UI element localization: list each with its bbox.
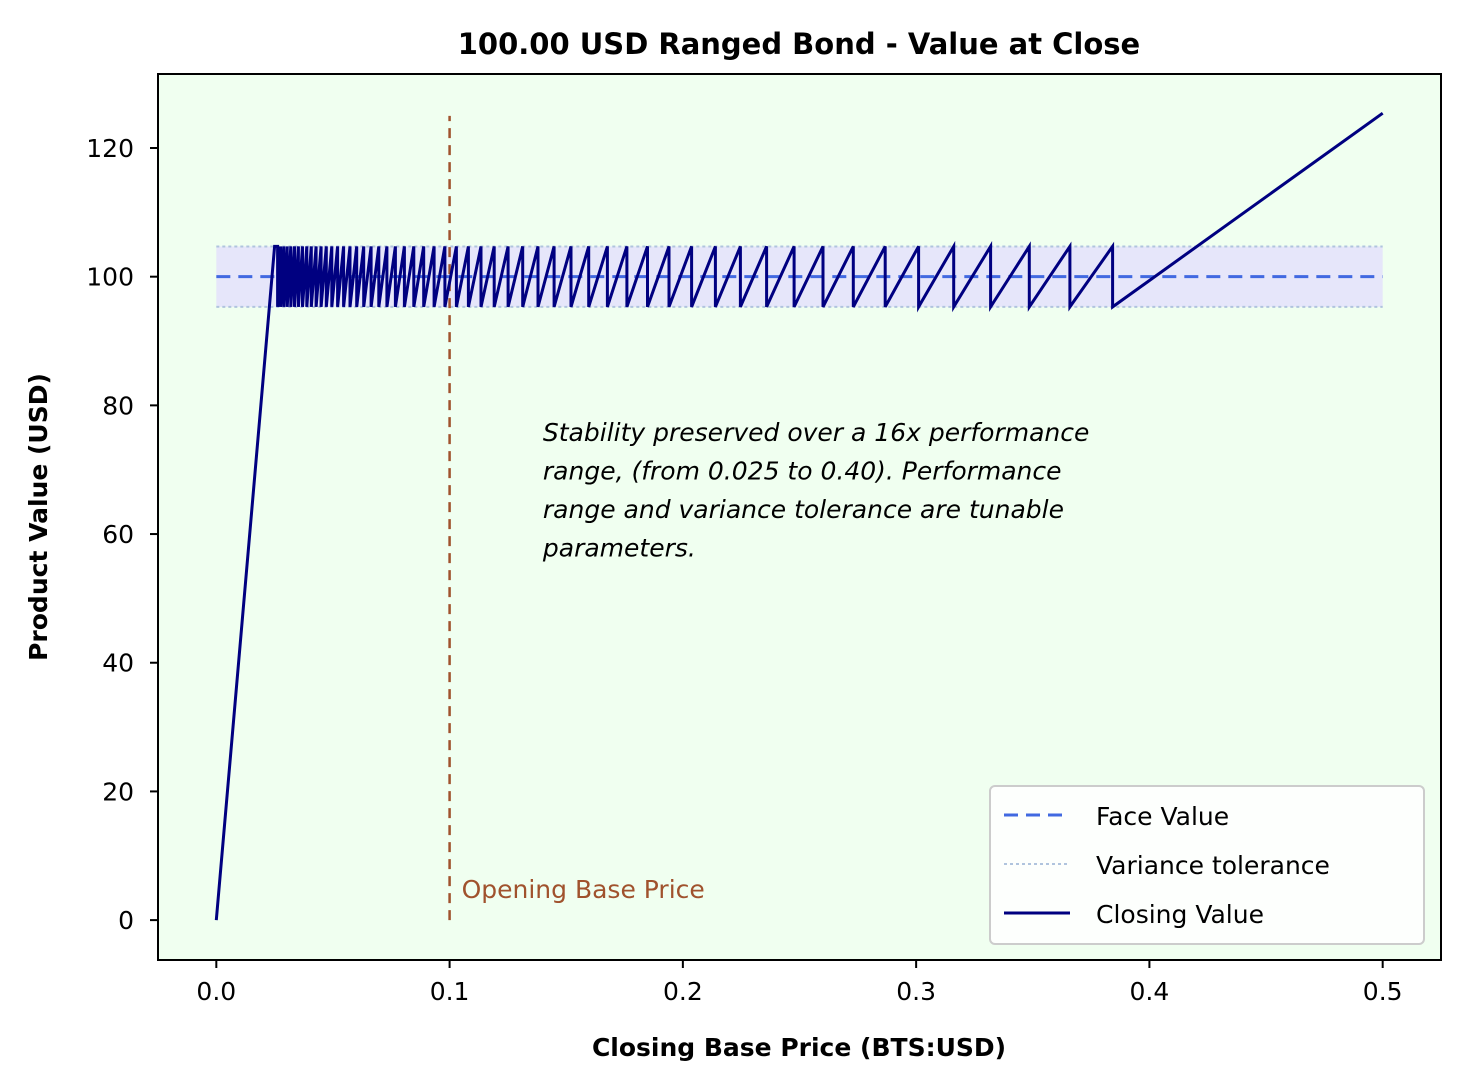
- x-axis-title: Closing Base Price (BTS:USD): [592, 1033, 1006, 1062]
- x-tick-label: 0.0: [196, 977, 236, 1006]
- annotation-line-3: range and variance tolerance are tunable: [543, 495, 1064, 524]
- y-tick-label: 0: [118, 906, 134, 935]
- x-axis-ticks: 0.0 0.1 0.2 0.3 0.4 0.5: [196, 960, 1403, 1006]
- y-tick-label: 60: [102, 520, 134, 549]
- legend-box: [989, 785, 1425, 945]
- y-tick-label: 40: [102, 649, 134, 678]
- legend-label-face-value: Face Value: [1096, 802, 1229, 831]
- x-tick-label: 0.1: [430, 977, 470, 1006]
- annotation-line-4: parameters.: [542, 533, 696, 562]
- legend-label-closing-value: Closing Value: [1096, 900, 1264, 929]
- x-tick-label: 0.5: [1363, 977, 1403, 1006]
- chart-title: 100.00 USD Ranged Bond - Value at Close: [458, 27, 1140, 61]
- annotation-text: Stability preserved over a 16x performan…: [542, 418, 1097, 562]
- opening-base-price-label: Opening Base Price: [462, 875, 705, 904]
- annotation-line-1: Stability preserved over a 16x performan…: [543, 418, 1090, 447]
- x-tick-label: 0.2: [663, 977, 703, 1006]
- x-tick-label: 0.4: [1130, 977, 1170, 1006]
- y-axis-ticks: 0 20 40 60 80 100 120: [86, 134, 158, 935]
- y-axis-title: Product Value (USD): [24, 373, 53, 661]
- y-tick-label: 120: [86, 134, 134, 163]
- y-tick-label: 100: [86, 263, 134, 292]
- y-tick-label: 20: [102, 777, 134, 806]
- x-tick-label: 0.3: [896, 977, 936, 1006]
- legend: Face Value Variance tolerance Closing Va…: [989, 785, 1425, 945]
- annotation-line-2: range, (from 0.025 to 0.40). Performance: [543, 456, 1062, 485]
- y-tick-label: 80: [102, 391, 134, 420]
- closing-value-line: [214, 111, 1384, 921]
- legend-label-variance-tolerance: Variance tolerance: [1096, 851, 1330, 880]
- plot-frame: [157, 73, 1442, 961]
